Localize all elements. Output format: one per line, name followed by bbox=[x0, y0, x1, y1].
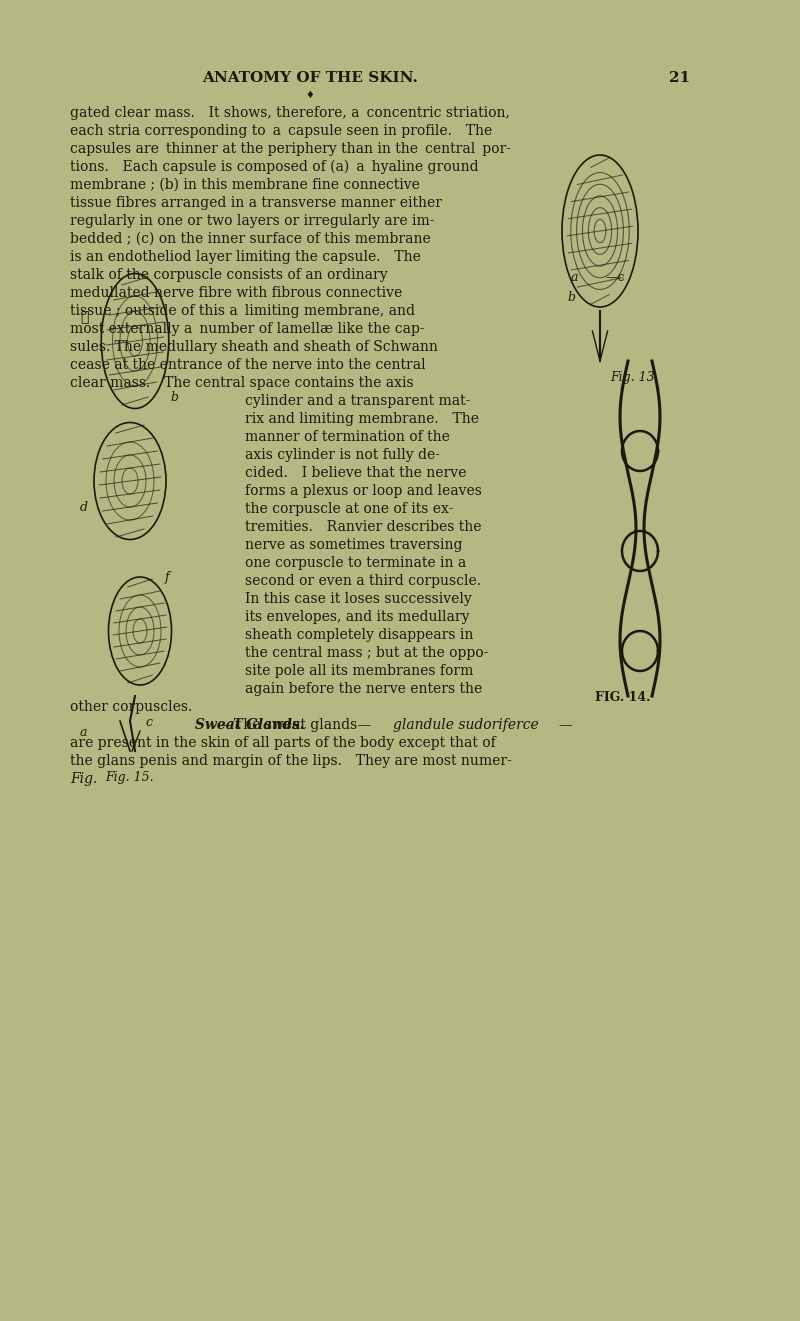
Text: c: c bbox=[145, 716, 152, 729]
Text: d: d bbox=[80, 501, 88, 514]
Text: the corpuscle at one of its ex-: the corpuscle at one of its ex- bbox=[245, 502, 454, 517]
Text: cylinder and a transparent mat-: cylinder and a transparent mat- bbox=[245, 394, 470, 408]
Text: tions. Each capsule is composed of (a) a hyaline ground: tions. Each capsule is composed of (a) a… bbox=[70, 160, 478, 174]
Text: rix and limiting membrane. The: rix and limiting membrane. The bbox=[245, 412, 479, 425]
Text: is an endotheliod layer limiting the capsule. The: is an endotheliod layer limiting the cap… bbox=[70, 250, 421, 264]
Text: its envelopes, and its medullary: its envelopes, and its medullary bbox=[245, 610, 470, 624]
Text: again before the nerve enters the: again before the nerve enters the bbox=[245, 682, 482, 696]
Text: b: b bbox=[170, 391, 178, 404]
Text: —: — bbox=[558, 719, 572, 732]
Text: —c: —c bbox=[605, 271, 625, 284]
Text: Fig. 13.: Fig. 13. bbox=[610, 371, 658, 384]
Text: forms a plexus or loop and leaves: forms a plexus or loop and leaves bbox=[245, 483, 482, 498]
Text: 21: 21 bbox=[670, 71, 690, 85]
Text: Fig.: Fig. bbox=[70, 771, 98, 786]
Text: tissue ; outside of this a limiting membrane, and: tissue ; outside of this a limiting memb… bbox=[70, 304, 415, 318]
Text: gated clear mass. It shows, therefore, a concentric striation,: gated clear mass. It shows, therefore, a… bbox=[70, 106, 510, 120]
Text: ℓ: ℓ bbox=[80, 310, 88, 324]
Text: a: a bbox=[80, 727, 87, 738]
Text: one corpuscle to terminate in a: one corpuscle to terminate in a bbox=[245, 556, 466, 569]
Text: membrane ; (b) in this membrane fine connective: membrane ; (b) in this membrane fine con… bbox=[70, 178, 420, 192]
Text: f: f bbox=[165, 571, 170, 584]
Text: most externally a number of lamellæ like the cap-: most externally a number of lamellæ like… bbox=[70, 322, 425, 336]
Text: ANATOMY OF THE SKIN.: ANATOMY OF THE SKIN. bbox=[202, 71, 418, 85]
Text: FIG. 14.: FIG. 14. bbox=[595, 691, 650, 704]
Text: cided. I believe that the nerve: cided. I believe that the nerve bbox=[245, 466, 466, 480]
Text: Sweat Glands.: Sweat Glands. bbox=[70, 719, 305, 732]
Text: tremities. Ranvier describes the: tremities. Ranvier describes the bbox=[245, 520, 482, 534]
Text: glandule sudoriferce: glandule sudoriferce bbox=[393, 719, 538, 732]
Text: second or even a third corpuscle.: second or even a third corpuscle. bbox=[245, 575, 481, 588]
Text: sules. The medullary sheath and sheath of Schwann: sules. The medullary sheath and sheath o… bbox=[70, 339, 438, 354]
Text: medullated nerve fibre with fibrous connective: medullated nerve fibre with fibrous conn… bbox=[70, 287, 402, 300]
Text: each stria corresponding to a capsule seen in profile. The: each stria corresponding to a capsule se… bbox=[70, 124, 492, 137]
Text: bedded ; (c) on the inner surface of this membrane: bedded ; (c) on the inner surface of thi… bbox=[70, 232, 430, 246]
Text: stalk of the corpuscle consists of an ordinary: stalk of the corpuscle consists of an or… bbox=[70, 268, 388, 281]
Text: clear mass. The central space contains the axis: clear mass. The central space contains t… bbox=[70, 376, 414, 390]
Text: In this case it loses successively: In this case it loses successively bbox=[245, 592, 472, 606]
Text: cease at the entrance of the nerve into the central: cease at the entrance of the nerve into … bbox=[70, 358, 426, 373]
Text: are present in the skin of all parts of the body except that of: are present in the skin of all parts of … bbox=[70, 736, 496, 750]
Text: other corpuscles.: other corpuscles. bbox=[70, 700, 192, 713]
Text: site pole all its membranes form: site pole all its membranes form bbox=[245, 664, 474, 678]
Text: the central mass ; but at the oppo-: the central mass ; but at the oppo- bbox=[245, 646, 488, 660]
Text: regularly in one or two layers or irregularly are im-: regularly in one or two layers or irregu… bbox=[70, 214, 434, 229]
Text: axis cylinder is not fully de-: axis cylinder is not fully de- bbox=[245, 448, 440, 462]
Text: —The sweat glands—: —The sweat glands— bbox=[220, 719, 371, 732]
Text: a: a bbox=[570, 271, 578, 284]
Text: Fig. 15.: Fig. 15. bbox=[105, 771, 154, 783]
Text: tissue fibres arranged in a transverse manner either: tissue fibres arranged in a transverse m… bbox=[70, 196, 442, 210]
Text: b: b bbox=[567, 291, 575, 304]
Text: sheath completely disappears in: sheath completely disappears in bbox=[245, 627, 474, 642]
Text: nerve as sometimes traversing: nerve as sometimes traversing bbox=[245, 538, 462, 552]
Text: manner of termination of the: manner of termination of the bbox=[245, 431, 450, 444]
Text: ♦: ♦ bbox=[306, 91, 314, 100]
Text: capsules are thinner at the periphery than in the central por-: capsules are thinner at the periphery th… bbox=[70, 141, 511, 156]
Text: the glans penis and margin of the lips. They are most numer-: the glans penis and margin of the lips. … bbox=[70, 754, 512, 768]
